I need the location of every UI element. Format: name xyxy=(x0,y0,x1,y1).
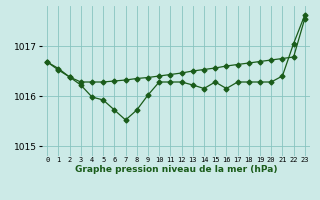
X-axis label: Graphe pression niveau de la mer (hPa): Graphe pression niveau de la mer (hPa) xyxy=(75,165,277,174)
